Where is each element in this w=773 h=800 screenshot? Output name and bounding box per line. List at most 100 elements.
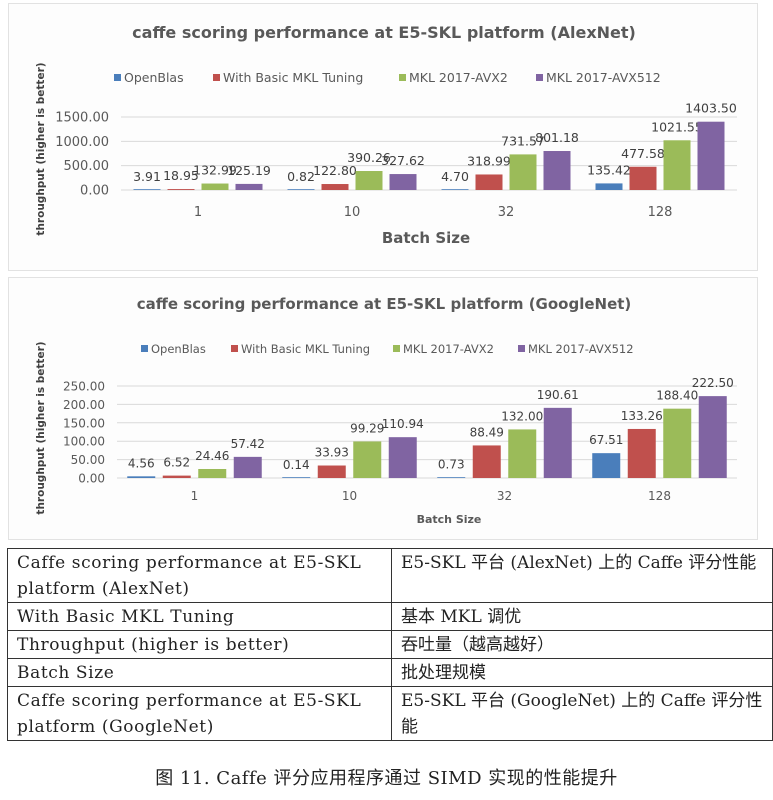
legend-label: OpenBlas xyxy=(151,342,206,356)
alexnet-chart: caffe scoring performance at E5-SKL plat… xyxy=(8,3,758,271)
alexnet-bar xyxy=(321,184,349,190)
alexnet-bar xyxy=(697,121,725,190)
x-tick-label: 32 xyxy=(497,489,512,503)
x-tick-label: 1 xyxy=(194,205,202,220)
table-cell-zh: E5-SKL 平台 (AlexNet) 上的 Caffe 评分性能 xyxy=(391,548,773,603)
table-cell-en: Caffe scoring performance at E5-SKL plat… xyxy=(7,548,392,603)
googlenet-chart-svg: caffe scoring performance at E5-SKL plat… xyxy=(35,295,737,526)
googlenet-bar xyxy=(282,477,311,478)
data-label: 1021.55 xyxy=(651,119,703,134)
data-label: 0.73 xyxy=(438,458,465,472)
data-label: 222.50 xyxy=(692,376,734,390)
legend-swatch-1 xyxy=(213,74,220,81)
googlenet-bar xyxy=(127,476,156,478)
data-label: 190.61 xyxy=(537,388,579,402)
x-tick-label: 128 xyxy=(648,489,671,503)
data-label: 327.62 xyxy=(381,153,425,168)
y-tick-label: 150.00 xyxy=(63,416,105,430)
legend-swatch-2 xyxy=(393,345,400,352)
chart-title: caffe scoring performance at E5-SKL plat… xyxy=(132,23,636,42)
data-label: 0.14 xyxy=(283,458,310,472)
googlenet-chart: caffe scoring performance at E5-SKL plat… xyxy=(8,277,758,540)
alexnet-bar xyxy=(475,174,503,190)
x-axis-label: Batch Size xyxy=(417,513,482,526)
googlenet-bar xyxy=(543,407,572,478)
y-tick-label: 200.00 xyxy=(63,398,105,412)
alexnet-bar xyxy=(133,189,161,190)
y-tick-label: 250.00 xyxy=(63,380,105,394)
y-tick-label: 0.00 xyxy=(78,472,105,486)
data-label: 731.57 xyxy=(501,133,545,148)
googlenet-bar xyxy=(472,445,501,478)
alexnet-bar xyxy=(389,174,417,190)
data-label: 132.99 xyxy=(193,163,237,178)
data-label: 4.70 xyxy=(441,169,469,184)
googlenet-bar xyxy=(388,437,417,478)
data-label: 135.42 xyxy=(587,162,631,177)
y-tick-label: 50.00 xyxy=(71,453,105,467)
alexnet-bar xyxy=(355,171,383,190)
googlenet-bar xyxy=(198,468,227,478)
figure-caption: 图 11. Caffe 评分应用程序通过 SIMD 实现的性能提升 xyxy=(155,768,618,789)
data-label: 318.99 xyxy=(467,153,511,168)
data-label: 3.91 xyxy=(133,169,161,184)
x-tick-label: 10 xyxy=(342,489,357,503)
data-label: 1403.50 xyxy=(685,101,737,116)
data-label: 390.26 xyxy=(347,150,391,165)
googlenet-bar xyxy=(437,477,466,478)
googlenet-bar xyxy=(162,475,191,478)
alexnet-bar xyxy=(287,189,315,190)
legend-label: OpenBlas xyxy=(124,70,184,85)
table-row: With Basic MKL Tuning 基本 MKL 调优 xyxy=(7,602,773,631)
chart-title: caffe scoring performance at E5-SKL plat… xyxy=(137,295,632,313)
table-row: Throughput (higher is better) 吞吐量（越高越好） xyxy=(7,630,773,659)
alexnet-chart-svg: caffe scoring performance at E5-SKL plat… xyxy=(35,23,737,247)
googlenet-bar xyxy=(317,465,346,478)
alexnet-bar xyxy=(663,140,691,190)
x-tick-label: 1 xyxy=(191,489,199,503)
data-label: 133.26 xyxy=(621,409,663,423)
legend-swatch-3 xyxy=(518,345,525,352)
alexnet-bar xyxy=(629,166,657,190)
googlenet-bar xyxy=(592,453,621,478)
data-label: 125.19 xyxy=(227,163,271,178)
y-tick-label: 1500.00 xyxy=(55,111,109,126)
data-label: 122.80 xyxy=(313,163,357,178)
y-axis-label: throughput (higher is better) xyxy=(35,62,47,235)
table-cell-en: Caffe scoring performance at E5-SKL plat… xyxy=(7,686,392,741)
data-label: 188.40 xyxy=(656,389,698,403)
x-tick-label: 128 xyxy=(648,205,673,220)
table-cell-zh: 吞吐量（越高越好） xyxy=(391,630,773,659)
x-tick-label: 32 xyxy=(498,205,515,220)
y-tick-label: 500.00 xyxy=(64,159,110,174)
data-label: 801.18 xyxy=(535,130,579,145)
googlenet-bar xyxy=(353,441,382,478)
table-cell-en: Batch Size xyxy=(7,658,392,687)
legend-label: With Basic MKL Tuning xyxy=(241,342,370,356)
googlenet-bar xyxy=(233,456,262,478)
legend-label: With Basic MKL Tuning xyxy=(223,70,363,85)
alexnet-bar xyxy=(595,183,623,190)
legend-label: MKL 2017-AVX512 xyxy=(528,342,634,356)
table-cell-en: Throughput (higher is better) xyxy=(7,630,392,659)
googlenet-bar xyxy=(508,429,537,478)
table-cell-zh: E5-SKL 平台 (GoogleNet) 上的 Caffe 评分性能 xyxy=(391,686,773,741)
data-label: 110.94 xyxy=(382,417,424,431)
alexnet-bar xyxy=(509,154,537,190)
alexnet-bar xyxy=(201,183,229,190)
table-row: Batch Size 批处理规模 xyxy=(7,658,773,687)
googlenet-bar xyxy=(627,428,656,478)
data-label: 0.82 xyxy=(287,169,315,184)
googlenet-bar xyxy=(663,408,692,478)
table-cell-zh: 批处理规模 xyxy=(391,658,773,687)
legend-swatch-3 xyxy=(536,74,543,81)
data-label: 33.93 xyxy=(315,446,349,460)
legend-label: MKL 2017-AVX2 xyxy=(403,342,494,356)
data-label: 6.52 xyxy=(163,456,190,470)
legend-swatch-0 xyxy=(114,74,121,81)
alexnet-bar xyxy=(543,151,571,190)
table-cell-zh: 基本 MKL 调优 xyxy=(391,602,773,631)
y-tick-label: 100.00 xyxy=(63,435,105,449)
alexnet-bar xyxy=(167,189,195,190)
legend-label: MKL 2017-AVX512 xyxy=(546,70,661,85)
